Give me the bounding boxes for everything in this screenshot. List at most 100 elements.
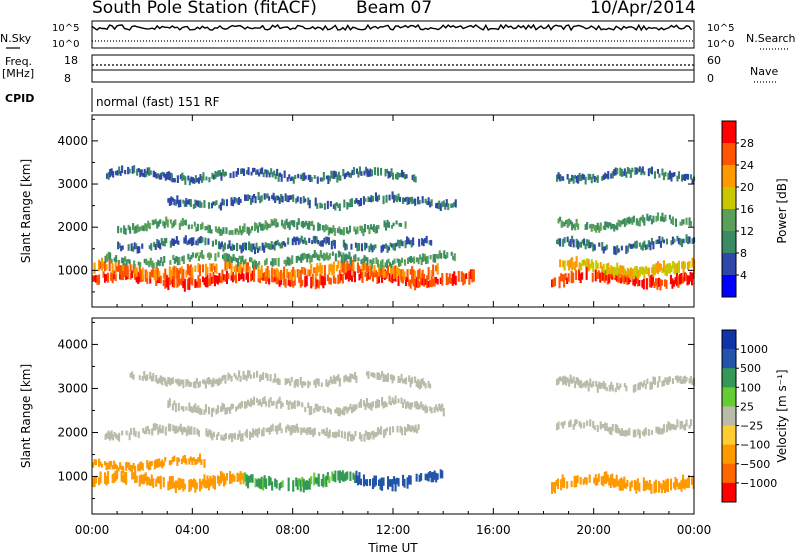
power-cell <box>574 223 577 231</box>
velocity-cell <box>417 424 420 430</box>
power-cell <box>421 238 424 246</box>
power-cell <box>223 171 226 177</box>
power-cell <box>263 224 266 230</box>
velocity-cell <box>185 406 188 411</box>
power-cell <box>197 200 200 207</box>
power-cell <box>655 239 658 245</box>
velocity-cell <box>341 408 344 415</box>
velocity-cell <box>386 427 389 432</box>
velocity-y-tick-label: 1000 <box>57 470 88 484</box>
power-cell <box>121 245 124 250</box>
velocity-cell <box>562 422 565 429</box>
velocity-cell <box>236 405 239 410</box>
power-cell <box>241 267 244 279</box>
velocity-cell <box>275 401 278 409</box>
power-cell <box>631 244 634 249</box>
power-cell <box>201 264 204 273</box>
power-cell <box>313 250 316 258</box>
velocity-cell <box>658 375 661 383</box>
power-cell <box>219 202 222 211</box>
power-cell <box>306 223 309 230</box>
velocity-cell <box>408 375 411 382</box>
velocity-cell <box>104 461 107 466</box>
power-cell <box>662 239 665 244</box>
power-cell <box>572 239 575 248</box>
velocity-cell <box>442 407 445 417</box>
power-cell <box>682 238 685 244</box>
power-cell <box>156 239 159 248</box>
power-cell <box>280 193 283 203</box>
power-cell <box>421 196 424 204</box>
velocity-cell <box>294 426 297 433</box>
velocity-cell <box>647 482 650 490</box>
power-cell <box>627 276 630 285</box>
power-cell <box>596 262 599 269</box>
power-cell <box>133 226 136 234</box>
velocity-cell <box>352 472 355 480</box>
velocity-cell <box>276 425 279 435</box>
power-cell <box>213 275 216 287</box>
power-cell <box>623 271 626 285</box>
power-cell <box>106 173 109 179</box>
power-cell <box>133 242 136 250</box>
power-cell <box>104 273 107 283</box>
power-cell <box>226 253 229 262</box>
power-cell <box>198 200 201 208</box>
power-cell <box>563 274 566 288</box>
velocity-cell <box>668 376 671 382</box>
velocity-cell <box>601 423 604 429</box>
power-cell <box>153 269 156 281</box>
velocity-cell <box>592 381 595 387</box>
power-cell <box>224 252 227 261</box>
velocity-cell <box>681 379 684 384</box>
velocity-cell <box>203 459 206 468</box>
power-cell <box>316 203 319 209</box>
power-cell <box>632 215 635 223</box>
velocity-cell <box>263 475 266 488</box>
power-cell <box>183 278 186 292</box>
power-cell <box>353 271 356 283</box>
power-cell <box>560 273 563 282</box>
power-cell <box>164 174 167 181</box>
power-cell <box>338 269 341 283</box>
power-cell <box>440 252 443 259</box>
power-cell <box>593 225 596 231</box>
power-cell <box>283 170 286 178</box>
power-cell <box>338 226 341 234</box>
power-cell <box>357 243 360 251</box>
velocity-cell <box>316 477 319 485</box>
power-cell <box>403 271 406 281</box>
power-cell <box>349 256 352 266</box>
velocity-cell <box>179 478 182 490</box>
power-cell <box>601 175 604 181</box>
power-cell <box>370 169 373 177</box>
power-cell <box>145 223 148 232</box>
power-cell <box>669 274 672 285</box>
velocity-cell <box>665 424 668 433</box>
power-cell <box>405 174 408 179</box>
power-cell <box>173 199 176 206</box>
power-cell <box>589 224 592 229</box>
velocity-cell <box>256 398 259 403</box>
power-cell <box>327 175 330 184</box>
velocity-cell <box>137 464 140 472</box>
power-cell <box>258 172 261 177</box>
velocity-cell <box>224 407 227 415</box>
power-cell <box>401 169 404 178</box>
velocity-cell <box>147 462 150 471</box>
power-cell <box>631 167 634 173</box>
velocity-cell <box>101 463 104 468</box>
velocity-cell <box>391 374 394 384</box>
power-cell <box>256 169 259 175</box>
power-cell <box>245 262 248 273</box>
velocity-cell <box>331 379 334 385</box>
velocity-cell <box>325 379 328 387</box>
power-cell <box>402 275 405 284</box>
velocity-cell <box>563 375 566 384</box>
velocity-cell <box>325 475 328 488</box>
velocity-cell <box>130 428 133 435</box>
power-cell <box>217 170 220 177</box>
power-cell <box>190 224 193 230</box>
velocity-cell <box>95 459 98 466</box>
power-cell <box>215 171 218 177</box>
